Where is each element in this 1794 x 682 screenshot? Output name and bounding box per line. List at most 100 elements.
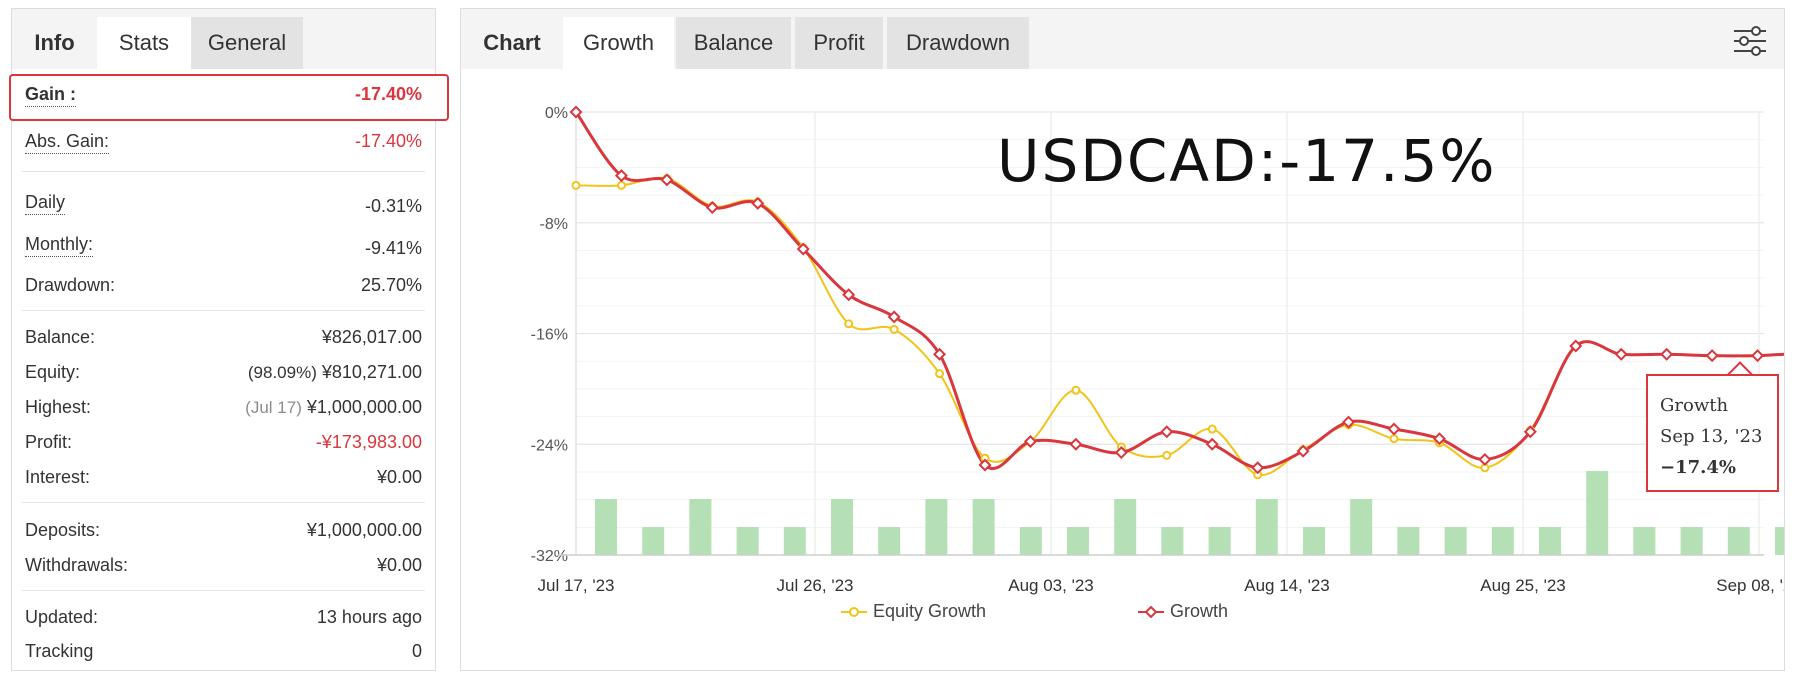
growth-point[interactable] [1751,349,1765,363]
equity-percent: (98.09%) [247,363,317,382]
tab-general[interactable]: General [191,17,303,69]
equity-value: ¥810,271.00 [321,362,422,382]
growth-point[interactable] [1296,444,1310,458]
growth-point[interactable] [1023,434,1037,448]
volume-bar [595,499,617,555]
growth-point[interactable] [569,105,583,119]
highest-row: Highest: (Jul 17) ¥1,000,000.00 [25,397,422,427]
growth-point[interactable] [614,169,628,183]
growth-point[interactable] [1614,347,1628,361]
volume-bar [1444,527,1467,555]
legend-growth[interactable]: Growth [1138,601,1228,622]
monthly-label[interactable]: Monthly: [25,234,94,257]
tab-drawdown[interactable]: Drawdown [887,17,1029,69]
abs-gain-value: -17.40% [354,131,422,151]
volume-bar [1727,527,1750,555]
growth-point[interactable] [705,201,719,215]
withdrawals-label: Withdrawals: [25,555,129,575]
equity-growth-point [1389,434,1399,444]
equity-row: Equity: (98.09%) ¥810,271.00 [25,362,422,392]
daily-label[interactable]: Daily [25,192,66,215]
growth-point[interactable] [1114,446,1128,460]
sliders-icon[interactable] [1732,23,1768,59]
chart-panel: Chart Growth Balance Profit Drawdown 0% -… [460,8,1785,671]
gain-row: Gain : -17.40% [25,84,422,114]
equity-growth-point [616,180,626,190]
volume-bar [1303,527,1325,555]
growth-point[interactable] [1342,415,1356,429]
growth-point[interactable] [978,458,992,472]
tab-stats[interactable]: Stats [97,17,191,69]
highest-label: Highest: [25,397,92,417]
growth-point[interactable] [1387,422,1401,436]
tooltip-value: −17.4% [1660,457,1737,478]
balance-row: Balance: ¥826,017.00 [25,327,422,357]
tab-growth[interactable]: Growth [563,17,674,69]
volume-bar [831,499,853,555]
growth-point[interactable] [751,196,765,210]
y-tick-label: -16% [531,327,568,344]
updated-row: Updated: 13 hours ago [25,607,422,637]
chart-tabbar: Chart Growth Balance Profit Drawdown [461,9,1784,69]
divider [22,171,425,172]
tab-balance[interactable]: Balance [676,17,791,69]
deposits-value: ¥1,000,000.00 [306,520,422,540]
tracking-label: Tracking [25,641,94,661]
profit-value: -¥173,983.00 [315,432,422,452]
tab-info[interactable]: Info [34,30,75,55]
balance-label: Balance: [25,327,96,347]
growth-point[interactable] [660,173,674,187]
y-tick-label: -24% [531,437,568,454]
divider [22,502,425,503]
circle-marker-icon [841,607,867,618]
updated-value: 13 hours ago [316,607,422,627]
x-tick-label: Aug 25, '23 [1480,576,1565,595]
growth-point[interactable] [1478,452,1492,466]
deposits-row: Deposits: ¥1,000,000.00 [25,520,422,550]
growth-point[interactable] [1523,425,1537,439]
deposits-label: Deposits: [25,520,101,540]
growth-point[interactable] [1660,347,1674,361]
legend-equity-growth[interactable]: Equity Growth [841,601,986,622]
growth-point[interactable] [1160,425,1174,439]
growth-point[interactable] [842,288,856,302]
growth-point[interactable] [1069,437,1083,451]
tracking-row: Tracking 0 [25,641,422,671]
interest-row: Interest: ¥0.00 [25,467,422,497]
growth-point[interactable] [933,347,947,361]
divider [22,590,425,591]
equity-growth-point [935,369,945,379]
growth-point[interactable] [1251,461,1265,475]
volume-bar [1067,527,1089,555]
volume-bar [1114,499,1137,555]
withdrawals-row: Withdrawals: ¥0.00 [25,555,422,585]
growth-point[interactable] [887,310,901,324]
balance-value: ¥826,017.00 [321,327,422,347]
diamond-marker-icon [1138,605,1164,619]
abs-gain-label[interactable]: Abs. Gain: [25,131,110,154]
growth-point[interactable] [1205,437,1219,451]
abs-gain-row: Abs. Gain: -17.40% [25,131,422,161]
volume-bar [1019,527,1042,555]
growth-point[interactable] [796,242,810,256]
equity-growth-point [1162,450,1172,460]
equity-growth-point [844,319,854,329]
volume-bar [1680,527,1703,555]
monthly-value: -9.41% [364,238,422,258]
gain-label[interactable]: Gain : [25,84,77,107]
tab-profit[interactable]: Profit [795,17,883,69]
x-tick-label: Aug 03, '23 [1008,576,1093,595]
gain-value: -17.40% [354,84,422,104]
growth-point[interactable] [1569,339,1583,353]
equity-growth-point [571,180,581,190]
tab-chart[interactable]: Chart [483,30,541,55]
x-tick-label: Sep 08, '23 [1716,576,1784,595]
growth-point[interactable] [1432,432,1446,446]
x-tick-label: Jul 17, '23 [538,576,615,595]
growth-point[interactable] [1705,349,1719,363]
gain-highlight-box [9,74,449,121]
tooltip-date: Sep 13, '23 [1660,426,1763,447]
volume-bar [1397,527,1420,555]
divider [22,310,425,311]
volume-bar [689,499,712,555]
